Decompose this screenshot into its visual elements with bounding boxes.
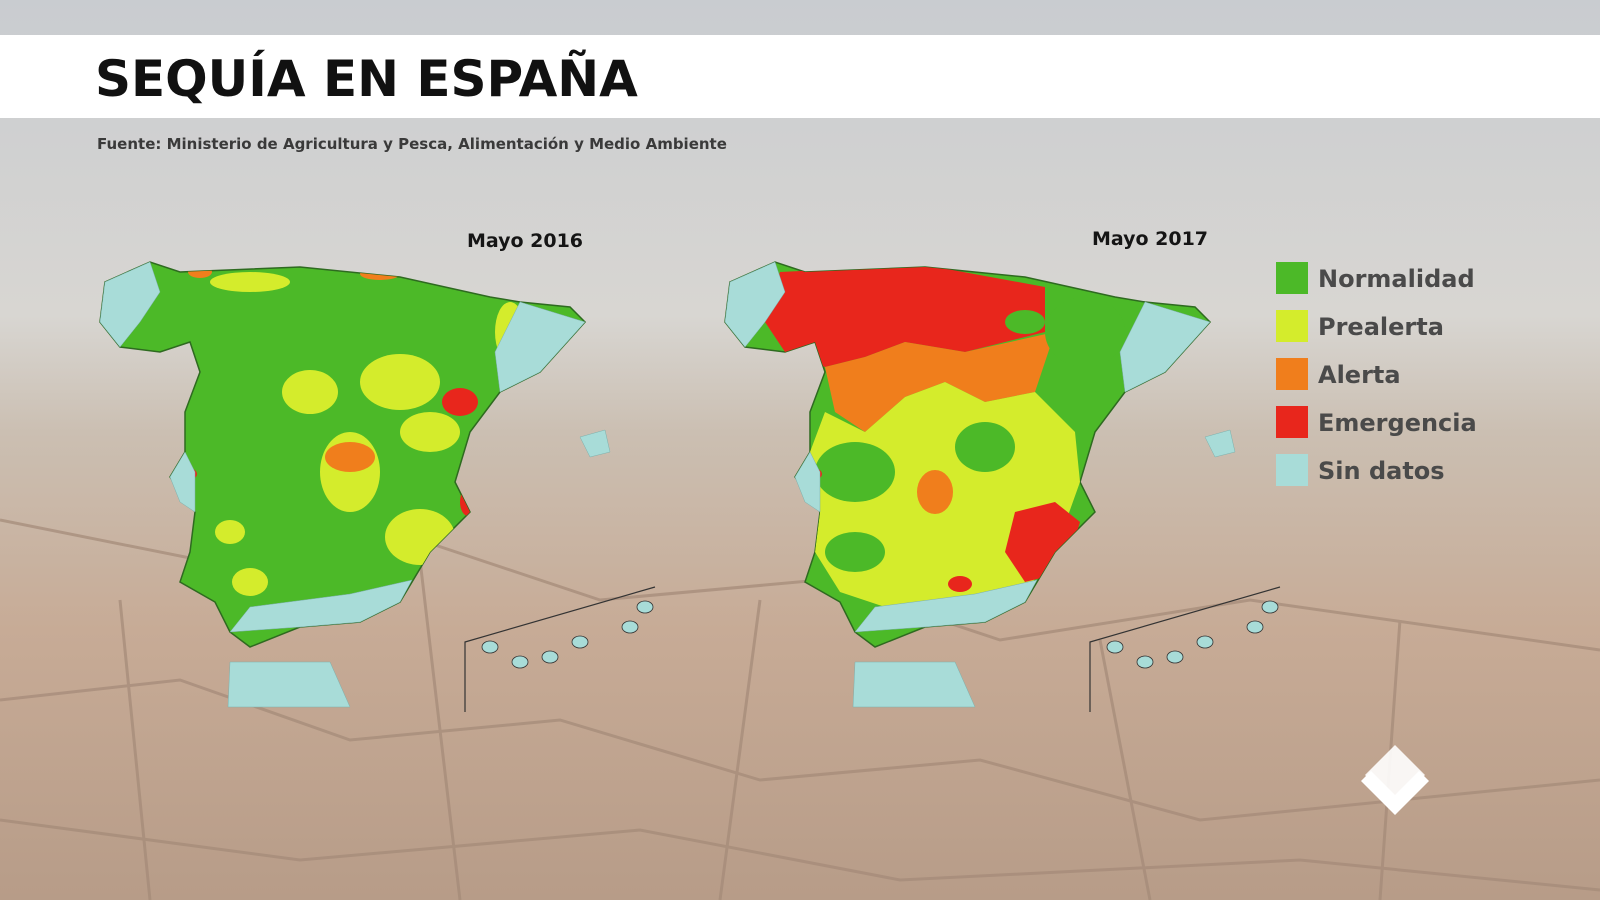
region <box>360 354 440 410</box>
legend-swatch <box>1276 310 1308 342</box>
region <box>854 579 1038 633</box>
region <box>169 451 196 513</box>
island <box>1261 600 1279 614</box>
island <box>1166 650 1184 664</box>
region <box>825 332 1055 432</box>
region <box>99 261 161 348</box>
legend-label: Sin datos <box>1318 457 1445 485</box>
region <box>229 579 413 633</box>
legend-label: Alerta <box>1318 361 1401 389</box>
region <box>232 568 268 596</box>
source: Fuente: Ministerio de Agricultura y Pesc… <box>97 135 727 153</box>
region <box>1119 301 1211 393</box>
legend-label: Prealerta <box>1318 313 1444 341</box>
logo <box>1361 745 1429 815</box>
region <box>955 422 1015 472</box>
region <box>442 388 478 416</box>
legend-swatch <box>1276 406 1308 438</box>
region <box>948 576 972 592</box>
island <box>481 640 499 654</box>
island <box>1136 655 1154 669</box>
legend-swatch <box>1276 262 1308 294</box>
island <box>636 600 654 614</box>
region <box>579 429 611 458</box>
region <box>282 370 338 414</box>
island <box>511 655 529 669</box>
map-2016 <box>99 261 656 712</box>
region <box>1045 297 1125 367</box>
legend-label: Emergencia <box>1318 409 1477 437</box>
header-band <box>0 35 1600 118</box>
title: SEQUÍA EN ESPAÑA <box>95 49 638 108</box>
island <box>1106 640 1124 654</box>
region <box>325 442 375 472</box>
map-label: Mayo 2016 <box>467 230 583 252</box>
region <box>1204 429 1236 458</box>
regions <box>765 265 1125 607</box>
canarias-frame <box>1089 586 1281 712</box>
legend-label: Normalidad <box>1318 265 1475 293</box>
island <box>571 635 589 649</box>
island <box>1246 620 1264 634</box>
legend-swatch <box>1276 454 1308 486</box>
map-2017 <box>724 261 1281 712</box>
canarias-frame <box>464 586 656 712</box>
region <box>765 265 1045 367</box>
region <box>825 532 885 572</box>
region <box>852 661 976 708</box>
legend: Normalidad Prealerta Alerta Emergencia Sin d… <box>1276 262 1477 486</box>
region <box>917 470 953 514</box>
region <box>210 272 290 292</box>
region <box>227 661 351 708</box>
region <box>494 301 586 393</box>
region <box>1005 310 1045 334</box>
region <box>215 520 245 544</box>
island <box>621 620 639 634</box>
island <box>1196 635 1214 649</box>
region <box>724 261 786 348</box>
legend-swatch <box>1276 358 1308 390</box>
map-label: Mayo 2017 <box>1092 228 1208 250</box>
island <box>541 650 559 664</box>
region <box>400 412 460 452</box>
region <box>815 442 895 502</box>
region <box>794 451 821 513</box>
